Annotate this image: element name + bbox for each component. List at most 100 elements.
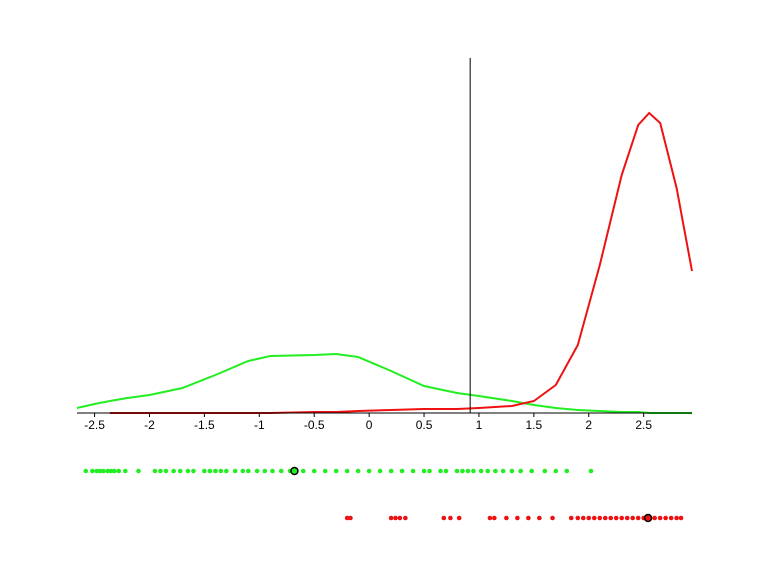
strip-dot bbox=[550, 515, 555, 521]
strip-dot bbox=[377, 468, 383, 474]
strip-marker bbox=[643, 513, 653, 523]
strip-dot bbox=[333, 468, 339, 474]
strip-dot bbox=[262, 468, 268, 474]
strip-dot bbox=[410, 468, 416, 474]
strip-dot bbox=[388, 515, 394, 521]
strip-dot bbox=[553, 468, 559, 474]
strip-dot bbox=[322, 468, 328, 474]
strip-dot bbox=[366, 468, 372, 474]
strip-dot bbox=[191, 468, 196, 474]
x-tick-label: -0.5 bbox=[304, 418, 325, 432]
strip-dot bbox=[213, 468, 218, 474]
strip-dot bbox=[344, 468, 350, 474]
strip-dot bbox=[500, 468, 506, 474]
strip-dot bbox=[202, 468, 207, 474]
strip-dot bbox=[529, 468, 534, 474]
strip-dot bbox=[586, 515, 592, 521]
strip-dot bbox=[240, 468, 246, 474]
strip-dot bbox=[619, 515, 625, 521]
strip-dot bbox=[509, 468, 515, 474]
strip-dot bbox=[232, 468, 238, 474]
strip-dot bbox=[518, 468, 523, 474]
strip-dot bbox=[504, 515, 509, 521]
strip-dot bbox=[136, 468, 141, 474]
strip-dot bbox=[487, 515, 493, 521]
strip-dot bbox=[388, 468, 394, 474]
strip-dot bbox=[441, 515, 447, 521]
strip-dot bbox=[456, 515, 462, 521]
x-tick-label: -2.5 bbox=[84, 418, 105, 432]
strip-dot bbox=[485, 468, 491, 474]
density-curve bbox=[109, 111, 693, 414]
x-tick-label: 2 bbox=[585, 418, 592, 432]
strip-dot bbox=[588, 468, 594, 474]
strip-dot bbox=[668, 515, 674, 521]
x-tick-label: -2 bbox=[144, 418, 155, 432]
x-tick-label: 2.5 bbox=[635, 418, 652, 432]
strip-dot bbox=[344, 515, 350, 521]
strip-dot bbox=[311, 468, 317, 474]
strip-dot bbox=[630, 515, 635, 521]
strip-dot bbox=[177, 468, 183, 474]
strip-dot bbox=[580, 515, 586, 521]
strip-dot bbox=[101, 468, 106, 474]
strip-dot bbox=[83, 468, 89, 474]
strip-dot bbox=[399, 468, 405, 474]
strip-dot bbox=[171, 468, 176, 474]
strip-dot bbox=[471, 468, 476, 474]
x-tick-label: 0.5 bbox=[416, 418, 433, 432]
strip-dot bbox=[478, 468, 484, 474]
strip-dot bbox=[492, 515, 497, 521]
strip-dot bbox=[460, 468, 465, 474]
x-tick-label: -1 bbox=[254, 418, 265, 432]
strip-dot bbox=[624, 515, 630, 521]
strip-dot bbox=[438, 468, 443, 474]
strip-dot bbox=[152, 468, 158, 474]
strip-dot bbox=[123, 468, 128, 474]
strip-dot bbox=[537, 515, 542, 521]
strip-dot bbox=[393, 515, 398, 521]
strip-dot bbox=[652, 515, 657, 521]
strip-marker bbox=[290, 466, 299, 476]
strip-dot bbox=[448, 515, 453, 521]
strip-dot bbox=[112, 468, 117, 474]
strip-dot bbox=[678, 515, 684, 521]
strip-dot bbox=[270, 468, 275, 474]
strip-dot bbox=[158, 468, 163, 474]
strip-dot bbox=[185, 468, 191, 474]
strip-dot bbox=[97, 468, 103, 474]
strip-dot bbox=[657, 515, 663, 521]
strip-dot bbox=[90, 468, 95, 474]
strip-dot bbox=[602, 515, 608, 521]
strip-dot bbox=[663, 515, 668, 521]
strip-dot bbox=[526, 515, 531, 521]
strip-dot bbox=[224, 468, 229, 474]
x-tick-label: 1 bbox=[476, 418, 483, 432]
x-tick-label: 0 bbox=[366, 418, 373, 432]
strip-dot bbox=[493, 468, 498, 474]
strip-dot bbox=[278, 468, 284, 474]
strip-dot bbox=[246, 468, 251, 474]
strip-dot bbox=[421, 468, 427, 474]
strip-dot bbox=[427, 468, 432, 474]
strip-dot bbox=[597, 515, 603, 521]
strip-dot bbox=[454, 468, 460, 474]
strip-dot bbox=[300, 468, 306, 474]
strip-dot bbox=[105, 468, 111, 474]
strip-dot bbox=[674, 515, 679, 521]
strip-dot bbox=[465, 468, 471, 474]
strip-dot bbox=[254, 468, 260, 474]
strip-dot bbox=[397, 515, 403, 521]
strip-dot bbox=[568, 515, 574, 521]
x-tick-label: 1.5 bbox=[526, 418, 543, 432]
strip-dot bbox=[564, 468, 570, 474]
strip-dot bbox=[207, 468, 213, 474]
x-tick-label: -1.5 bbox=[194, 418, 215, 432]
strip-dot bbox=[348, 515, 353, 521]
strip-dot bbox=[108, 468, 114, 474]
strip-dot bbox=[94, 468, 100, 474]
strip-dot bbox=[218, 468, 224, 474]
strip-dot bbox=[635, 515, 641, 521]
